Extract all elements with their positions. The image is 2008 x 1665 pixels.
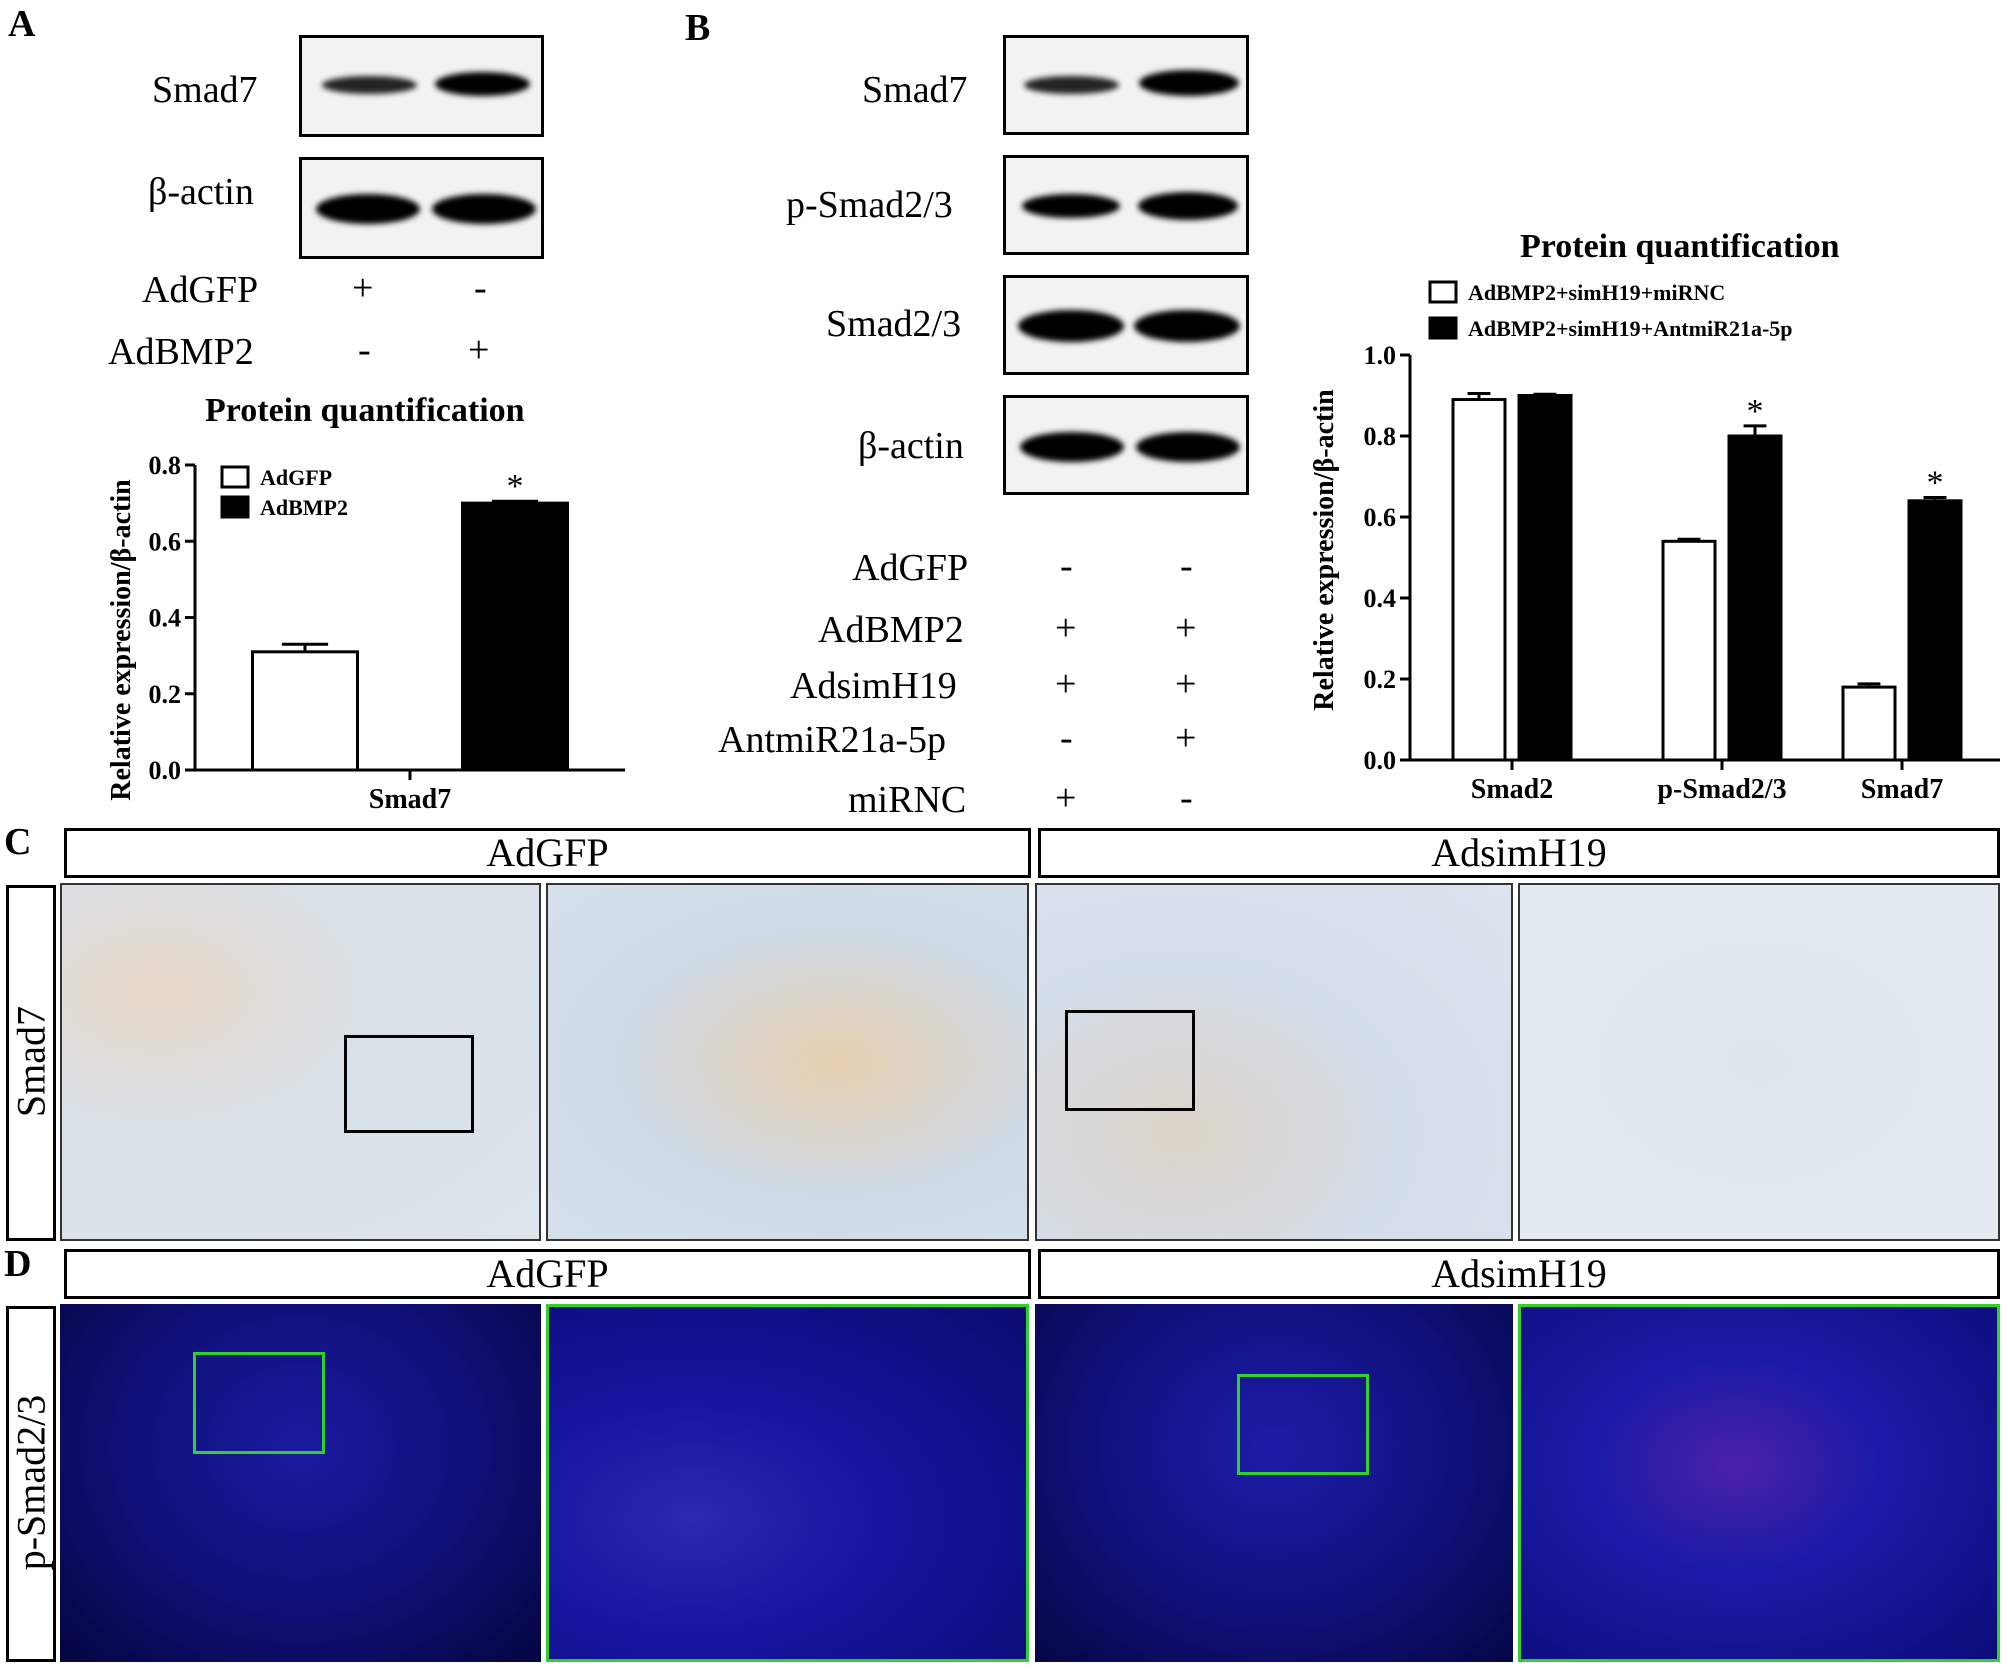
bar [1727, 434, 1783, 762]
condition-label-b-2: AdsimH19 [790, 665, 957, 707]
condition-label-b-0: AdGFP [852, 547, 969, 589]
sign-b-0-0: - [1060, 545, 1073, 587]
western-blot-b-smad [1003, 275, 1249, 375]
legend-swatch [1428, 316, 1458, 340]
bar [1661, 539, 1717, 762]
western-blot-b-actin [1003, 395, 1249, 495]
panel-letter-c: C [4, 821, 32, 863]
sign-a-0-1: - [474, 267, 487, 309]
western-blot-b-psmad [1003, 155, 1249, 255]
y-tick-label: 1.0 [1364, 341, 1397, 370]
blot-label-b-3: β-actin [858, 425, 964, 467]
bar [1451, 398, 1507, 762]
legend-swatch [220, 495, 250, 519]
sign-b-4-0: + [1055, 777, 1077, 819]
x-tick-label: Smad7 [1861, 774, 1943, 805]
y-tick-label: 0.2 [149, 680, 182, 709]
bar [251, 650, 359, 772]
condition-label-b-1: AdBMP2 [818, 609, 964, 651]
zoom-box [1065, 1010, 1195, 1111]
sign-b-0-1: - [1180, 545, 1193, 587]
y-tick-label: 0.6 [149, 527, 182, 556]
sign-a-1-0: - [358, 329, 371, 371]
chart-a-ylabel: Relative expression/β-actin [106, 479, 137, 801]
panel-c-row-label-box: Smad7 [6, 885, 56, 1241]
legend-label: AdBMP2 [260, 495, 348, 520]
y-tick-label: 0.8 [1364, 422, 1397, 451]
sign-b-3-1: + [1175, 717, 1197, 759]
sign-b-1-0: + [1055, 607, 1077, 649]
ihc-image-adsimh19-high [1518, 883, 2000, 1241]
fluorescence-image-adgfp-low [60, 1304, 541, 1662]
legend-swatch [220, 465, 250, 489]
y-tick-label: 0.0 [149, 756, 182, 785]
panel-d-row-label-box: p-Smad2/3 [6, 1306, 56, 1662]
condition-label-a-0: AdGFP [142, 269, 259, 311]
fluorescence-image-adsimh19-high [1518, 1304, 2000, 1662]
sign-b-2-1: + [1175, 663, 1197, 705]
y-tick-label: 0.0 [1364, 746, 1397, 775]
sign-b-3-0: - [1060, 717, 1073, 759]
significance-marker: * [1927, 465, 1944, 502]
bar [1907, 499, 1963, 762]
panel-letter-b: B [685, 7, 711, 49]
ihc-image-adgfp-low [60, 883, 541, 1241]
bar [1517, 394, 1573, 762]
x-tick-label: Smad2 [1471, 774, 1553, 805]
chart-b-title: Protein quantification [1520, 228, 1840, 265]
panel-c-row-label: Smad7 [8, 1005, 54, 1118]
y-tick-label: 0.6 [1364, 503, 1397, 532]
panel-d-header-adsimh19: AdsimH19 [1038, 1249, 2000, 1299]
western-blot-a-smad7 [299, 35, 544, 137]
x-tick-label: p-Smad2/3 [1657, 774, 1786, 805]
panel-c-header-adgfp: AdGFP [64, 828, 1031, 878]
sign-a-0-0: + [352, 267, 374, 309]
sign-b-4-1: - [1180, 777, 1193, 819]
zoom-box [344, 1035, 474, 1133]
sign-b-2-0: + [1055, 663, 1077, 705]
y-tick-label: 0.2 [1364, 665, 1397, 694]
condition-label-b-3: AntmiR21a-5p [718, 719, 946, 761]
blot-label-b-2: Smad2/3 [826, 303, 962, 345]
y-tick-label: 0.8 [149, 451, 182, 480]
panel-letter-d: D [4, 1243, 32, 1285]
ihc-image-adgfp-high [546, 883, 1029, 1241]
significance-marker: * [1747, 393, 1764, 430]
blot-label-a-actin: β-actin [148, 171, 254, 213]
zoom-box [1237, 1374, 1369, 1475]
fluorescence-image-adsimh19-low [1035, 1304, 1513, 1662]
condition-label-a-1: AdBMP2 [108, 331, 254, 373]
y-tick-label: 0.4 [1364, 584, 1397, 613]
legend-label: AdBMP2+simH19+AntmiR21a-5p [1468, 316, 1793, 341]
bar-chart-a: 0.0 0.2 0.4 0.6 0.8 Smad7 * AdGFP AdBMP2 [149, 451, 625, 815]
significance-marker: * [507, 468, 524, 505]
chart-a-title: Protein quantification [205, 392, 525, 429]
chart-b-ylabel: Relative expression/β-actin [1309, 389, 1340, 711]
legend-swatch [1428, 280, 1458, 304]
panel-letter-a: A [8, 3, 36, 45]
blot-label-a-smad7: Smad7 [152, 69, 258, 111]
sign-b-1-1: + [1175, 607, 1197, 649]
panel-d-row-label: p-Smad2/3 [8, 1394, 54, 1571]
western-blot-a-actin [299, 157, 544, 259]
zoom-box [193, 1352, 325, 1454]
legend-label: AdBMP2+simH19+miRNC [1468, 280, 1725, 305]
panel-d-header-adgfp: AdGFP [64, 1249, 1031, 1299]
sign-a-1-1: + [468, 329, 490, 371]
bar-chart-b: 0.0 0.2 0.4 0.6 0.8 1.0 Smad2 p-Smad2/3 * Smad7 * A… [1364, 280, 2000, 805]
ihc-image-adsimh19-low [1035, 883, 1513, 1241]
condition-label-b-4: miRNC [848, 779, 967, 821]
bar [1841, 685, 1897, 762]
blot-label-b-0: Smad7 [862, 69, 968, 111]
bar [461, 501, 569, 772]
blot-label-b-1: p-Smad2/3 [786, 184, 953, 226]
western-blot-b-smad7 [1003, 35, 1249, 135]
legend-label: AdGFP [260, 465, 332, 490]
y-tick-label: 0.4 [149, 604, 182, 633]
fluorescence-image-adgfp-high [546, 1304, 1029, 1662]
panel-c-header-adsimh19: AdsimH19 [1038, 828, 2000, 878]
x-tick-label: Smad7 [369, 784, 451, 815]
